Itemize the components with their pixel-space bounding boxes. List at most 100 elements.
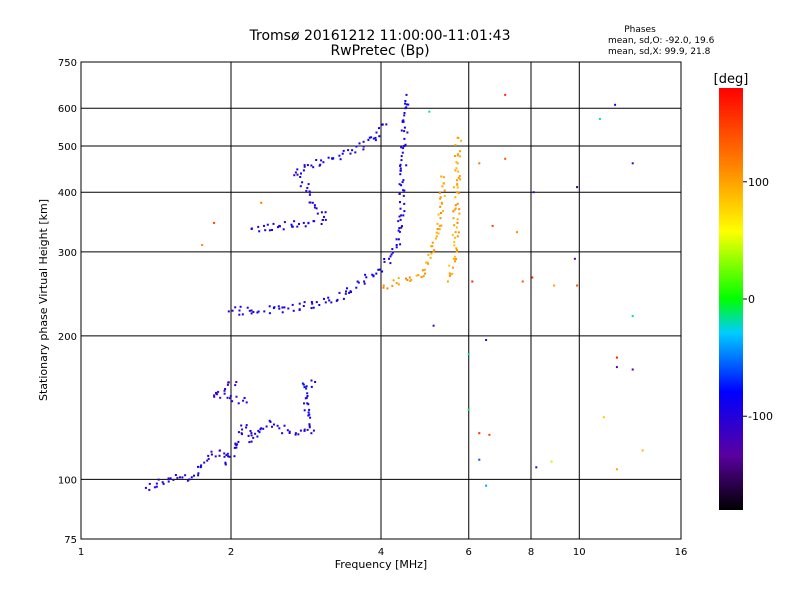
echo-point — [457, 176, 460, 179]
echo-point — [455, 226, 458, 229]
echo-point — [226, 383, 229, 386]
echo-point — [242, 399, 245, 402]
echo-point — [233, 455, 236, 458]
echo-point — [300, 172, 302, 175]
echo-point — [268, 229, 271, 232]
echo-point — [286, 429, 289, 432]
echo-point — [283, 306, 286, 309]
echo-point — [308, 426, 311, 429]
echo-point — [439, 212, 442, 214]
echo-point — [400, 155, 403, 158]
echo-point — [234, 306, 237, 309]
colorbar-ticks: 100 0 -100 — [743, 176, 773, 423]
echo-point — [316, 212, 319, 215]
echo-point — [268, 312, 271, 315]
echo-point — [471, 280, 474, 283]
echo-point — [390, 253, 393, 256]
echo-point — [306, 395, 309, 397]
y-axis-label: Stationary phase Virtual Height [km] — [37, 199, 50, 401]
echo-point — [308, 423, 311, 426]
echo-point — [374, 139, 377, 142]
colorbar-tick-label: -100 — [748, 410, 773, 423]
echo-point — [237, 440, 240, 443]
echo-point — [298, 309, 301, 311]
echo-point — [362, 145, 365, 148]
echo-point — [310, 432, 313, 435]
echo-point — [397, 283, 400, 286]
echo-point — [215, 392, 217, 395]
echo-point — [303, 386, 306, 389]
echo-point — [310, 301, 313, 303]
echo-point — [347, 149, 350, 152]
echo-point — [283, 424, 286, 427]
echo-point — [405, 103, 408, 106]
echo-point — [241, 433, 243, 436]
echo-point — [631, 368, 634, 371]
echo-point — [318, 304, 321, 306]
echo-point — [400, 226, 403, 229]
echo-point — [294, 433, 297, 436]
echo-point — [398, 183, 401, 186]
echo-point — [341, 152, 344, 155]
echo-point — [306, 164, 309, 167]
echo-point — [402, 147, 405, 150]
echo-point — [330, 301, 333, 304]
echo-point — [216, 393, 219, 396]
echo-point — [257, 225, 260, 228]
echo-point — [368, 136, 371, 139]
echo-point — [378, 268, 381, 271]
echo-point — [229, 395, 232, 398]
echo-point — [324, 218, 327, 221]
echo-point — [281, 306, 284, 309]
echo-point — [299, 176, 302, 178]
echo-point — [403, 130, 406, 133]
echo-point — [457, 153, 459, 156]
echo-point — [504, 157, 507, 160]
echo-point — [299, 185, 302, 188]
echo-point — [273, 423, 275, 426]
echo-point — [303, 164, 306, 167]
echo-point — [446, 280, 449, 283]
echo-point — [358, 142, 361, 145]
echo-point — [227, 455, 230, 458]
echo-point — [263, 310, 266, 313]
echo-point — [399, 173, 402, 176]
echo-point — [307, 411, 310, 414]
echo-point — [262, 427, 265, 430]
echo-point — [301, 181, 304, 184]
echo-point — [430, 245, 433, 248]
echo-point — [455, 258, 458, 261]
echo-point — [576, 284, 579, 287]
echo-point — [308, 408, 311, 411]
echo-point — [397, 220, 400, 223]
echo-point — [371, 273, 374, 276]
echo-point — [641, 449, 644, 452]
echo-point — [448, 264, 451, 267]
echo-point — [409, 280, 412, 282]
echo-point — [454, 260, 456, 263]
echo-point — [217, 390, 220, 393]
echo-point — [256, 435, 259, 438]
echo-point — [315, 301, 318, 304]
echo-point — [397, 238, 400, 241]
echo-point — [381, 270, 384, 273]
echo-point — [491, 224, 494, 227]
echo-point — [313, 206, 316, 209]
echo-point — [268, 419, 271, 422]
echo-point — [332, 157, 335, 160]
echo-point — [223, 389, 226, 392]
echo-point — [456, 154, 459, 157]
echo-point — [404, 100, 407, 102]
echo-point — [201, 244, 204, 246]
echo-point — [226, 396, 229, 399]
echo-point — [312, 220, 315, 223]
echo-point — [279, 225, 281, 228]
echo-point — [437, 232, 440, 235]
echo-point — [488, 433, 491, 436]
echo-point — [306, 392, 309, 395]
echo-point — [377, 268, 380, 271]
echo-point — [467, 408, 470, 411]
echo-point — [167, 480, 170, 483]
echo-point — [252, 436, 255, 439]
echo-point — [296, 225, 299, 228]
